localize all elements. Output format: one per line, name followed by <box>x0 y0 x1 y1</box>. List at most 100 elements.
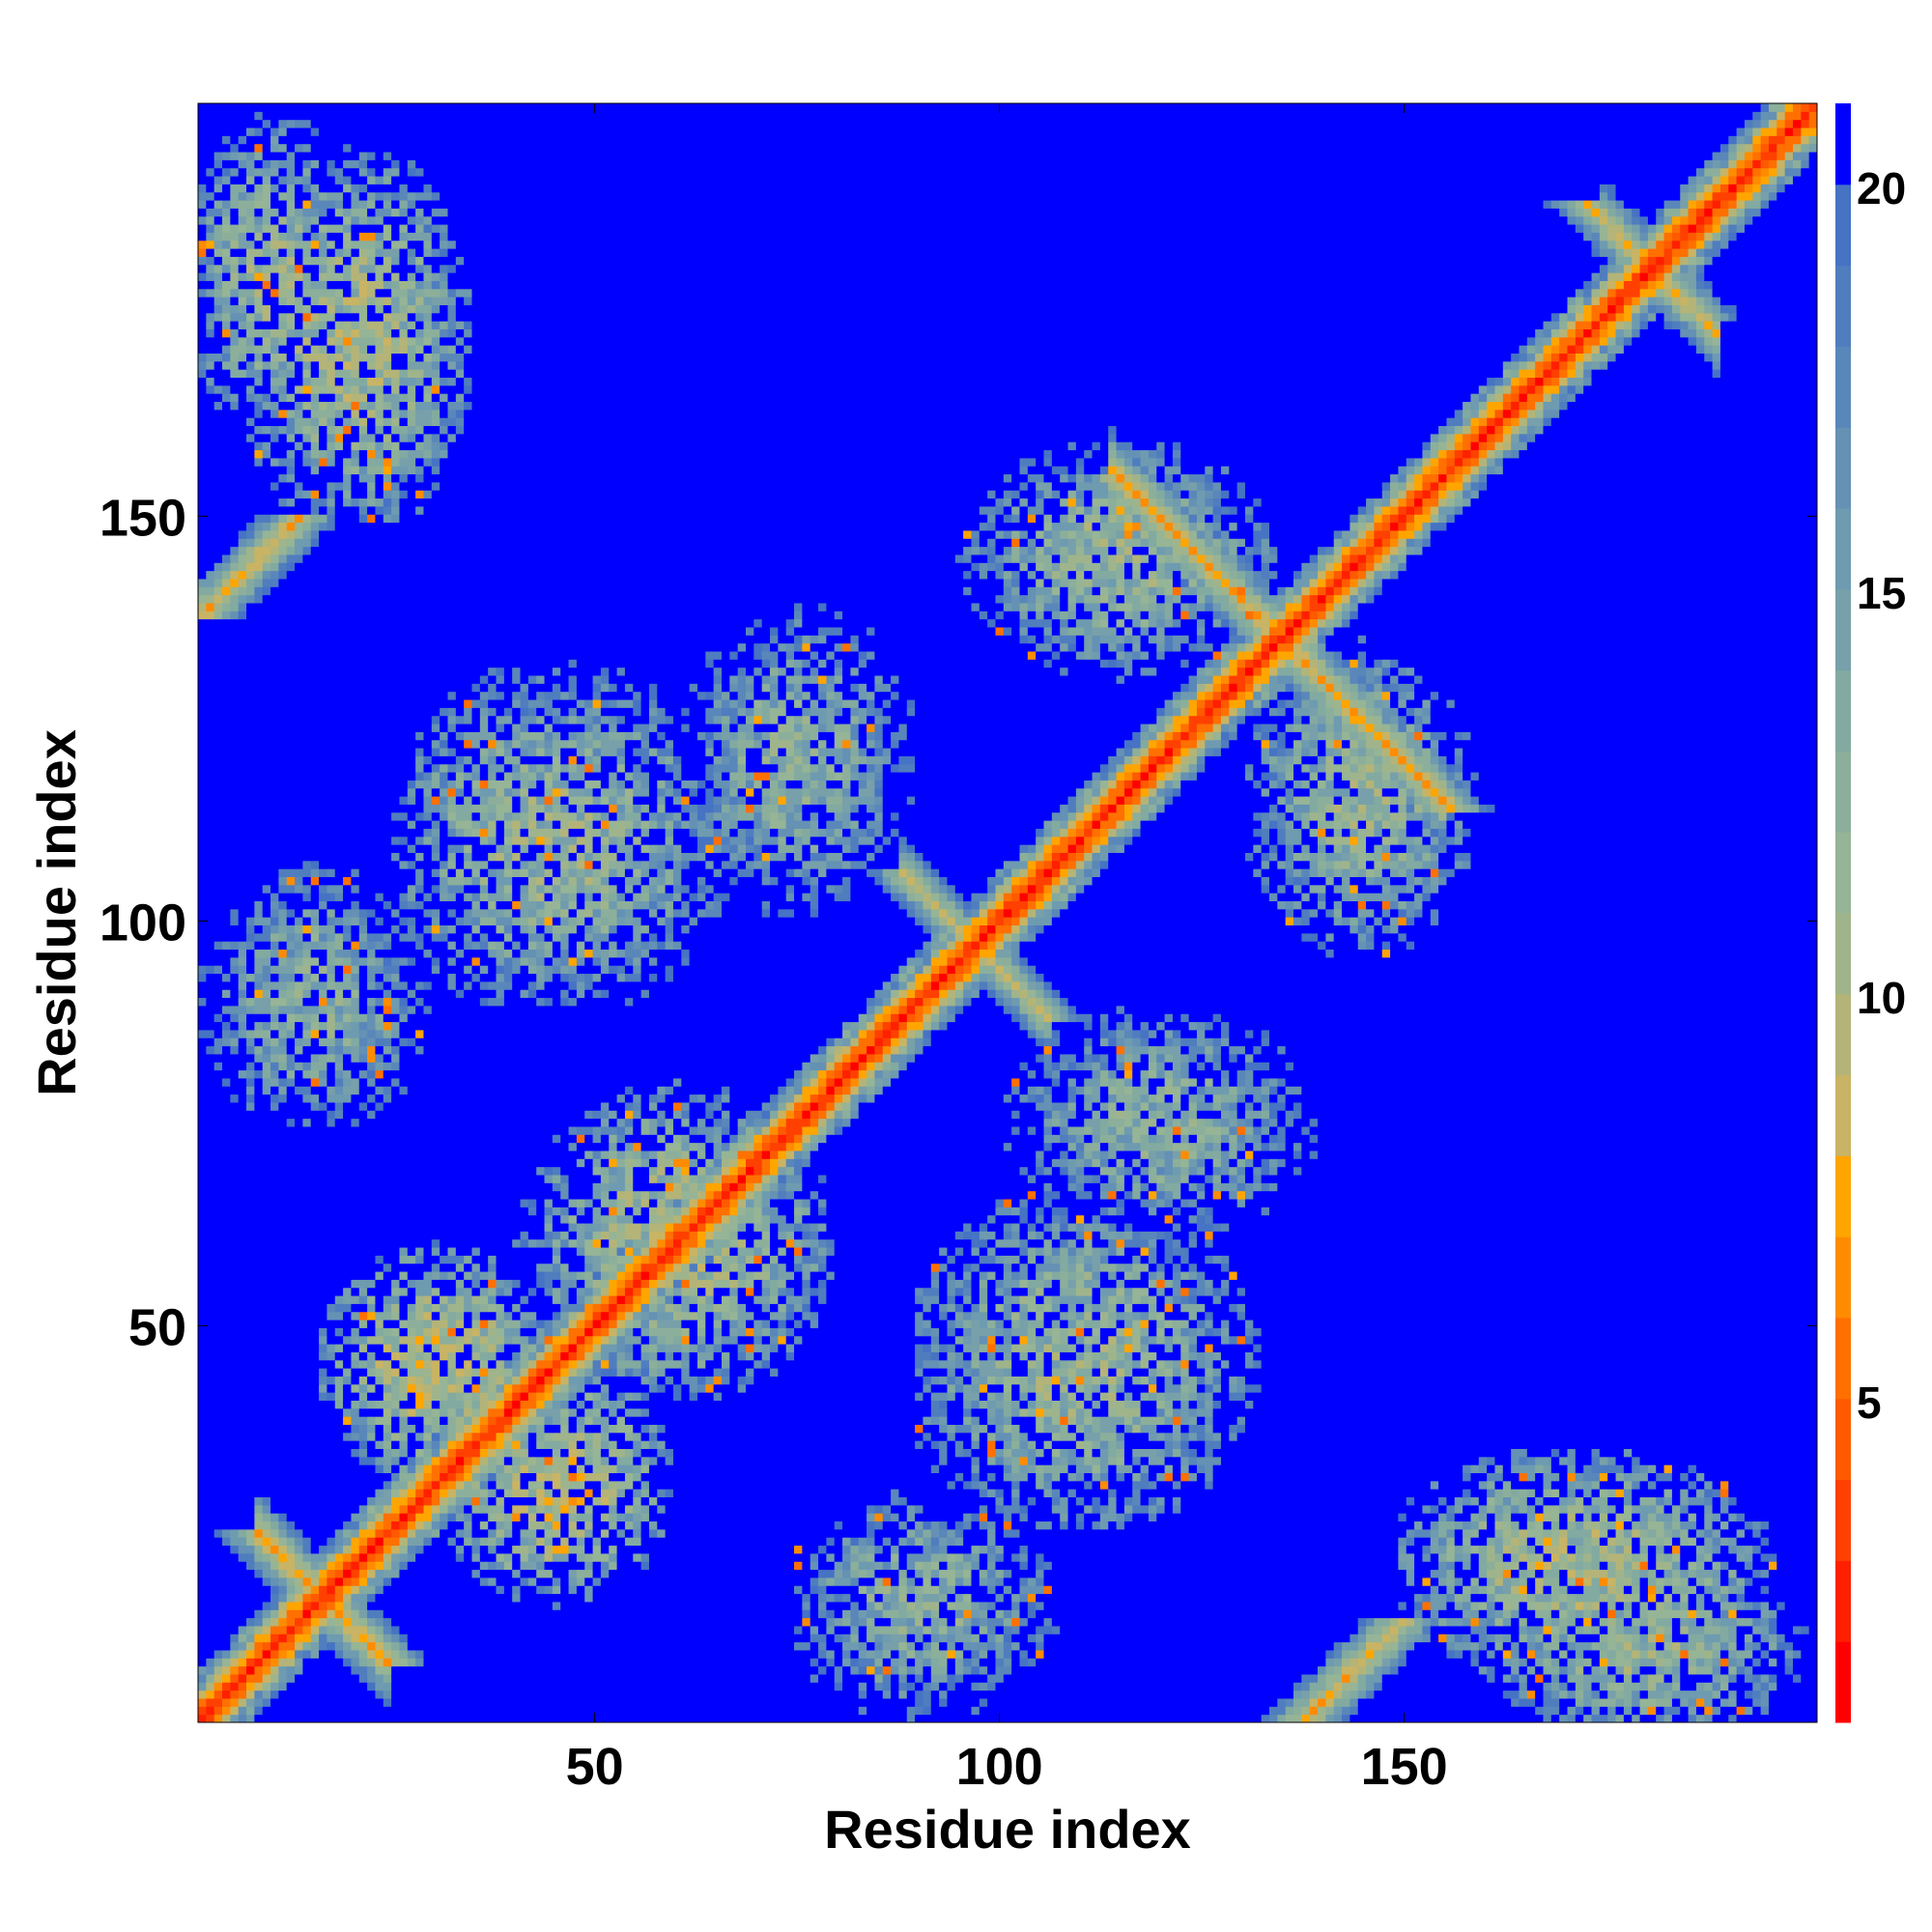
heatmap-cell <box>423 1706 432 1715</box>
heatmap-cell <box>1463 1690 1471 1699</box>
heatmap-cell <box>786 1715 795 1723</box>
heatmap-cell <box>859 1715 867 1723</box>
heatmap-cell <box>1036 1690 1044 1699</box>
heatmap-cell <box>802 1706 810 1715</box>
heatmap-cell <box>480 1698 489 1707</box>
heatmap-cell <box>867 1698 875 1707</box>
heatmap-cell <box>222 1690 231 1699</box>
heatmap-cell <box>1011 1690 1020 1699</box>
heatmap-cell <box>690 1706 698 1715</box>
heatmap-cell <box>206 1690 214 1699</box>
heatmap-cell <box>1052 1715 1061 1723</box>
heatmap-cell <box>690 1698 698 1707</box>
heatmap-cell <box>1624 1690 1633 1699</box>
heatmap-cell <box>1785 1698 1794 1707</box>
heatmap-cell <box>311 1715 320 1723</box>
heatmap-cell <box>1656 1698 1664 1707</box>
heatmap-cell <box>1132 1715 1141 1723</box>
heatmap-cell <box>1431 1715 1439 1723</box>
heatmap-cell <box>1318 1690 1326 1699</box>
heatmap-cell <box>1382 1715 1391 1723</box>
heatmap-cells <box>198 103 1818 1723</box>
heatmap-cell <box>1487 1706 1495 1715</box>
heatmap-cell <box>891 1690 899 1699</box>
heatmap-cell <box>850 1715 859 1723</box>
heatmap-cell <box>1318 1706 1326 1715</box>
heatmap-cell <box>835 1706 843 1715</box>
heatmap-cell <box>1213 1698 1222 1707</box>
heatmap-cell <box>545 1715 554 1723</box>
heatmap-cell <box>423 1715 432 1723</box>
heatmap-cell <box>1438 1715 1447 1723</box>
heatmap-cell <box>1600 1690 1608 1699</box>
heatmap-cell <box>1535 1698 1544 1707</box>
heatmap-cell <box>697 1706 706 1715</box>
heatmap-cell <box>1576 1690 1584 1699</box>
heatmap-cell <box>1180 1698 1189 1707</box>
heatmap-cell <box>1656 1690 1664 1699</box>
heatmap-cell <box>1124 1706 1133 1715</box>
heatmap-cell <box>521 1690 529 1699</box>
heatmap-cell <box>230 1698 239 1707</box>
heatmap-cell <box>553 1690 561 1699</box>
heatmap-cell <box>1124 1698 1133 1707</box>
heatmap-cell <box>343 1690 352 1699</box>
heatmap-cell <box>1156 1690 1165 1699</box>
heatmap-cell <box>375 1690 384 1699</box>
heatmap-cell <box>1366 1698 1375 1707</box>
heatmap-cell <box>1229 1706 1237 1715</box>
heatmap-cell <box>1189 1715 1198 1723</box>
heatmap-cell <box>1132 1698 1141 1707</box>
heatmap-cell <box>1737 1706 1746 1715</box>
heatmap-cell <box>415 1715 424 1723</box>
heatmap-cell <box>601 1706 610 1715</box>
heatmap-cell <box>633 1706 641 1715</box>
heatmap-cell <box>1358 1706 1367 1715</box>
heatmap-cell <box>1785 1690 1794 1699</box>
heatmap-cell <box>593 1706 602 1715</box>
heatmap-cell <box>1446 1706 1455 1715</box>
heatmap-cell <box>1568 1690 1577 1699</box>
heatmap-cell <box>456 1698 465 1707</box>
heatmap-cell <box>1173 1706 1181 1715</box>
heatmap-cell <box>1382 1706 1391 1715</box>
heatmap-cell <box>391 1698 400 1707</box>
heatmap-cell <box>1269 1706 1278 1715</box>
heatmap-cell <box>818 1706 827 1715</box>
heatmap-cell <box>497 1698 505 1707</box>
heatmap-cell <box>1398 1706 1406 1715</box>
heatmap-cell <box>1100 1698 1109 1707</box>
heatmap-cell <box>351 1698 359 1707</box>
heatmap-cell <box>1310 1706 1319 1715</box>
heatmap-cell <box>1406 1690 1415 1699</box>
heatmap-cell <box>295 1682 303 1690</box>
heatmap-cell <box>681 1706 690 1715</box>
heatmap-cell <box>1366 1715 1375 1723</box>
heatmap-cell <box>440 1690 448 1699</box>
heatmap-cell <box>391 1706 400 1715</box>
heatmap-cell <box>1776 1715 1785 1723</box>
heatmap-cell <box>1205 1706 1213 1715</box>
heatmap-cell <box>536 1715 545 1723</box>
heatmap-cell <box>1213 1706 1222 1715</box>
heatmap-cell <box>1680 1690 1689 1699</box>
heatmap-cell <box>319 1690 327 1699</box>
heatmap-cell <box>657 1690 666 1699</box>
heatmap-cell <box>1197 1706 1206 1715</box>
heatmap-cell <box>1632 1698 1640 1707</box>
heatmap-cell <box>302 1698 311 1707</box>
heatmap-cell <box>1592 1698 1601 1707</box>
heatmap-cell <box>1398 1690 1406 1699</box>
heatmap-cell <box>867 1706 875 1715</box>
heatmap-cell <box>705 1706 714 1715</box>
heatmap-cell <box>1084 1690 1093 1699</box>
heatmap-cell <box>1656 1706 1664 1715</box>
heatmap-cell <box>1277 1706 1286 1715</box>
heatmap-cell <box>1511 1698 1520 1707</box>
heatmap-cell <box>239 1682 247 1690</box>
heatmap-cell <box>1245 1690 1254 1699</box>
heatmap-cell <box>971 1690 980 1699</box>
heatmap-cell <box>577 1715 585 1723</box>
heatmap-cell <box>335 1706 344 1715</box>
heatmap-cell <box>1173 1698 1181 1707</box>
